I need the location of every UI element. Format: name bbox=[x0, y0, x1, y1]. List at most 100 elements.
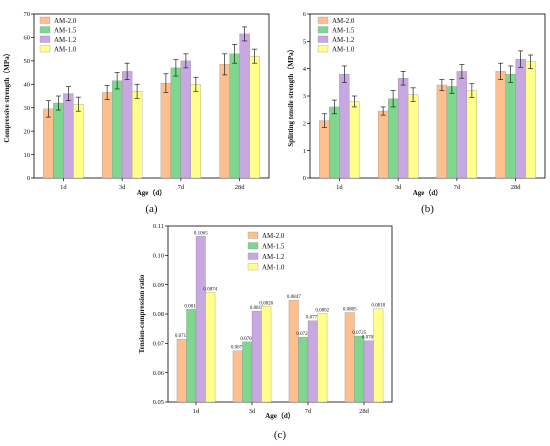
bar bbox=[232, 350, 243, 403]
x-tick-label: 1d bbox=[193, 408, 200, 415]
bar bbox=[186, 309, 197, 403]
legend-swatch bbox=[247, 242, 259, 250]
bar bbox=[339, 73, 350, 179]
y-tick-label: 6 bbox=[303, 11, 307, 18]
bar bbox=[251, 310, 262, 403]
legend-label: AM-1.0 bbox=[332, 45, 355, 53]
data-label: 0.0818 bbox=[371, 304, 385, 309]
bar bbox=[436, 84, 448, 179]
bar bbox=[344, 312, 355, 403]
legend-swatch bbox=[39, 35, 51, 43]
bar bbox=[307, 320, 318, 403]
y-tick-label: 0.05 bbox=[153, 399, 164, 406]
y-tick-label: 4 bbox=[303, 66, 307, 73]
y-tick-label: 70 bbox=[24, 11, 31, 18]
bar bbox=[298, 337, 309, 403]
y-tick-label: 3 bbox=[303, 93, 306, 100]
data-label: 0.0777 bbox=[306, 316, 320, 321]
bar bbox=[43, 108, 54, 179]
x-tick-label: 7d bbox=[454, 184, 461, 191]
data-label: 0.0714 bbox=[175, 334, 189, 339]
chart-panel-1: 0 10 20 30 40 50 60 70 1d 3d 7d 28d AM-2.0AM-1.5 AM-1… bbox=[3, 11, 270, 215]
x-tick-label: 1d bbox=[336, 184, 343, 191]
bar bbox=[407, 94, 419, 179]
legend-label: AM-1.5 bbox=[262, 242, 285, 250]
legend-label: AM-1.2 bbox=[332, 36, 355, 44]
y-tick-label: 0 bbox=[27, 175, 30, 182]
bar bbox=[446, 86, 458, 179]
data-label: 0.0847 bbox=[287, 295, 301, 300]
legend-label: AM-1.0 bbox=[262, 263, 285, 271]
x-axis-label: Age（d） bbox=[137, 189, 167, 197]
data-label: 0.0709 bbox=[362, 336, 376, 341]
bar bbox=[317, 313, 328, 403]
legend-label: AM-1.0 bbox=[54, 45, 77, 53]
bar bbox=[121, 71, 133, 179]
chart-panel-3: 0.05 0.06 0.07 0.08 0.09 0.10 0.11 1d 0.0714 0.08… bbox=[138, 223, 393, 441]
bar bbox=[466, 90, 477, 179]
y-axis-label: Splitting tensile strength（MPa） bbox=[287, 45, 295, 146]
legend-swatch bbox=[247, 231, 259, 239]
x-axis-label: Age（d） bbox=[413, 189, 443, 197]
legend-label: AM-1.5 bbox=[54, 26, 77, 34]
bar bbox=[73, 104, 84, 179]
bar bbox=[261, 306, 272, 403]
legend-swatch bbox=[317, 35, 329, 43]
y-tick-label: 2 bbox=[303, 121, 306, 128]
bar bbox=[397, 78, 409, 179]
data-label: 0.0725 bbox=[352, 331, 366, 336]
legend-swatch bbox=[39, 16, 51, 24]
data-label: 0.0675 bbox=[231, 346, 245, 351]
x-tick-label: 3d bbox=[395, 184, 402, 191]
y-tick-label: 30 bbox=[24, 105, 31, 112]
y-tick-label: 0.10 bbox=[153, 253, 164, 260]
bar bbox=[239, 33, 250, 179]
y-tick-label: 0.08 bbox=[153, 311, 164, 318]
bar bbox=[53, 102, 64, 179]
bar bbox=[329, 106, 340, 179]
legend-swatch bbox=[247, 252, 259, 260]
legend-swatch bbox=[39, 26, 51, 34]
legend-swatch bbox=[39, 45, 51, 53]
y-tick-label: 60 bbox=[24, 35, 31, 42]
y-tick-label: 0.06 bbox=[153, 370, 165, 377]
panel-label: (b) bbox=[421, 203, 434, 215]
bar bbox=[456, 71, 468, 179]
bar bbox=[205, 292, 216, 403]
x-tick-label: 1d bbox=[60, 184, 67, 191]
data-label: 0.0802 bbox=[315, 308, 329, 313]
data-label: 0.0826 bbox=[259, 301, 273, 306]
data-label: 0.0805 bbox=[343, 308, 357, 313]
x-tick-label: 28d bbox=[359, 408, 370, 415]
bar bbox=[288, 300, 299, 403]
data-label: 0.0721 bbox=[296, 332, 310, 337]
chart-panel-2: 0 1 2 3 4 5 6 1d 3d 7d 28d AM-2.0AM-1.5 AM-1.2AM-1.0… bbox=[287, 11, 546, 215]
legend-swatch bbox=[317, 26, 329, 34]
panel-label: (a) bbox=[145, 203, 158, 215]
bar bbox=[219, 64, 230, 179]
legend-swatch bbox=[317, 16, 329, 24]
plot-frame bbox=[33, 13, 270, 179]
bar bbox=[190, 84, 202, 179]
legend-label: AM-2.0 bbox=[332, 17, 355, 25]
y-axis-label: Compressive strength（MPa） bbox=[3, 49, 11, 142]
bar bbox=[525, 61, 536, 179]
y-tick-label: 0.11 bbox=[153, 223, 164, 230]
x-tick-label: 7d bbox=[178, 184, 185, 191]
y-tick-label: 0.09 bbox=[153, 282, 164, 289]
y-tick-label: 40 bbox=[24, 81, 31, 88]
bar bbox=[495, 71, 506, 179]
y-tick-label: 50 bbox=[24, 58, 31, 65]
y-tick-label: 0.07 bbox=[153, 341, 165, 348]
bar bbox=[242, 341, 253, 403]
legend-label: AM-1.5 bbox=[332, 26, 355, 34]
legend-label: AM-2.0 bbox=[54, 17, 77, 25]
bar bbox=[176, 339, 187, 403]
data-label: 0.1065 bbox=[194, 231, 208, 236]
x-tick-label: 28d bbox=[511, 184, 522, 191]
bar bbox=[160, 82, 172, 179]
bar bbox=[363, 340, 374, 403]
data-label: 0.0874 bbox=[203, 287, 217, 292]
legend-label: AM-2.0 bbox=[262, 232, 285, 240]
